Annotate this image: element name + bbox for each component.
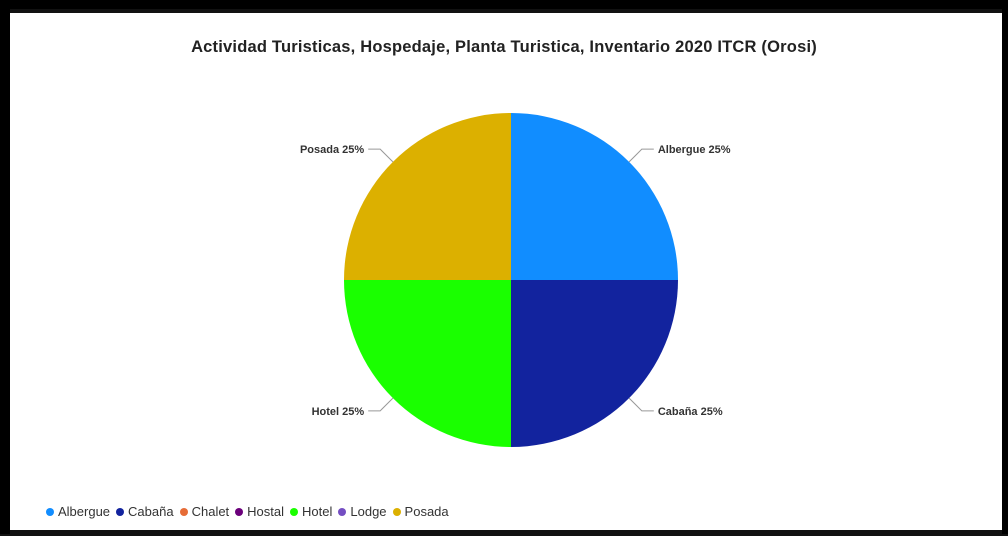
pie-slice-posada[interactable] (344, 113, 511, 280)
right-black-bar (1002, 0, 1008, 546)
leader-line (628, 148, 654, 163)
legend-dot-icon (235, 507, 244, 516)
legend-dot-icon (290, 507, 299, 516)
legend-label: Albergue (58, 504, 111, 519)
chart-title: Actividad Turisticas, Hospedaje, Planta … (191, 38, 817, 56)
leader-line (368, 397, 394, 412)
legend-dot-icon (116, 507, 125, 516)
legend-label: Chalet (191, 504, 230, 519)
top-black-strip (0, 0, 1008, 9)
legend-dot-icon (46, 507, 54, 516)
legend-item-albergue[interactable]: Albergue (46, 504, 110, 519)
legend-item-lodge[interactable]: Lodge (338, 504, 387, 519)
pie-slice-caba-a[interactable] (511, 280, 678, 447)
legend-item-hotel[interactable]: Hotel (290, 504, 332, 519)
slice-label-hotel: Hotel 25% (312, 406, 365, 418)
legend-dot-icon (392, 507, 401, 516)
legend-label: Hostal (247, 504, 285, 519)
legend-item-chalet[interactable]: Chalet (179, 504, 230, 519)
legend-label: Cabaña (128, 504, 174, 519)
legend-item-hostal[interactable]: Hostal (235, 504, 284, 519)
legend-dot-icon (338, 507, 347, 516)
leader-line (368, 148, 394, 163)
leader-line (628, 397, 654, 412)
pie-slice-hotel[interactable] (344, 280, 511, 447)
bottom-border (0, 534, 1008, 546)
legend-dot-icon (179, 507, 188, 516)
pie-slice-albergue[interactable] (511, 113, 678, 280)
slice-label-posada: Posada 25% (300, 144, 364, 156)
left-black-bar (0, 0, 10, 546)
legend-item-posada[interactable]: Posada (392, 504, 449, 519)
slice-label-caba-a: Cabaña 25% (658, 406, 723, 418)
legend-item-caba-a[interactable]: Cabaña (116, 504, 174, 519)
chart-legend: Albergue Cabaña Chalet Hostal Hotel Lodge Posa… (46, 504, 455, 519)
slice-label-albergue: Albergue 25% (658, 144, 731, 156)
legend-label: Posada (404, 504, 449, 519)
legend-label: Hotel (302, 504, 333, 519)
legend-label: Lodge (350, 504, 387, 519)
